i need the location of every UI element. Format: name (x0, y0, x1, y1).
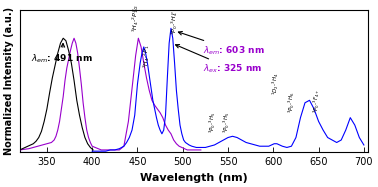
Text: $^3H_4$-$^2P_1$: $^3H_4$-$^2P_1$ (141, 44, 152, 68)
Text: $^3P_0$-$^3H_5$: $^3P_0$-$^3H_5$ (208, 111, 218, 133)
Text: $^3P_0$-$^3H_4^o$: $^3P_0$-$^3H_4^o$ (169, 10, 180, 35)
Text: $^1D_2$-$^3H_4$: $^1D_2$-$^3H_4$ (271, 73, 281, 95)
Text: $^3P_0$-$^3H_5$: $^3P_0$-$^3H_5$ (222, 111, 232, 133)
X-axis label: Wavelength (nm): Wavelength (nm) (140, 173, 248, 183)
Text: $^3H_4$-$^2P_{1/2}^o$: $^3H_4$-$^2P_{1/2}^o$ (130, 4, 141, 32)
Text: $\lambda_{em}$: 603 nm: $\lambda_{em}$: 603 nm (178, 31, 264, 57)
Text: $^3P_0$-$^3F_{4+}$: $^3P_0$-$^3F_{4+}$ (312, 88, 322, 113)
Y-axis label: Normalized Intensity (a.u.): Normalized Intensity (a.u.) (4, 7, 14, 155)
Text: $^3P_0$-$^3H_6$: $^3P_0$-$^3H_6$ (286, 91, 296, 113)
Text: $\lambda_{em}$: 491 nm: $\lambda_{em}$: 491 nm (31, 44, 93, 65)
Text: $\lambda_{ex}$: 325 nm: $\lambda_{ex}$: 325 nm (175, 45, 262, 75)
